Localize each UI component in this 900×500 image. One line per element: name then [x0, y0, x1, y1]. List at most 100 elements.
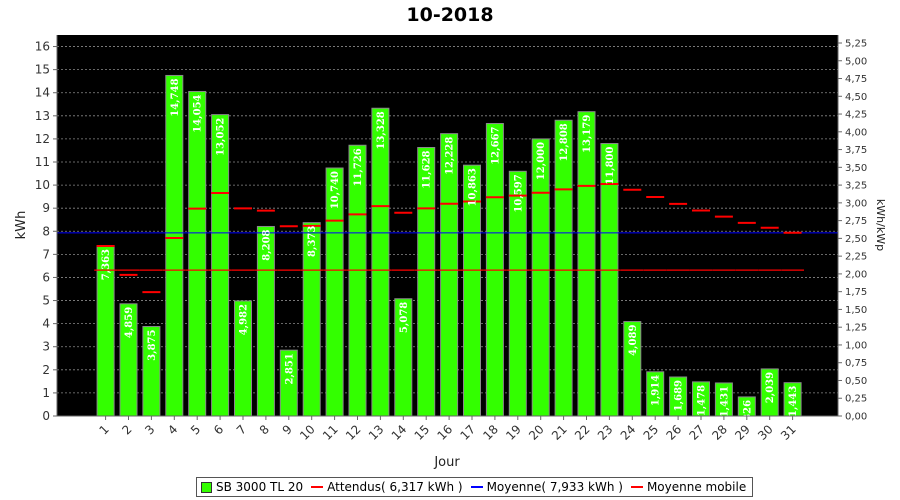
y2-tick-label: 3,50	[845, 163, 867, 174]
x-tick-label: 20	[526, 422, 547, 443]
x-tick-label: 3	[142, 422, 157, 437]
bar	[440, 133, 459, 417]
data-label: 11,800	[605, 146, 616, 184]
bar	[165, 74, 184, 417]
data-label: 2,851	[284, 353, 295, 384]
y-tick-label: 12	[35, 132, 50, 146]
y2-tick-label: 1,00	[845, 340, 867, 351]
data-label: 1,431	[719, 386, 730, 417]
data-label: 13,179	[582, 115, 593, 153]
data-label: 8,208	[261, 229, 272, 260]
y-tick-label: 7	[42, 247, 50, 261]
data-label: 8,373	[307, 226, 318, 257]
data-label: 5,078	[399, 302, 410, 333]
x-tick-label: 30	[755, 422, 776, 443]
y-tick-label: 2	[42, 363, 50, 377]
chart-title: 10-2018	[406, 4, 493, 26]
y-tick-label: 1	[42, 386, 50, 400]
data-label: 4,089	[628, 325, 639, 356]
x-tick-label: 17	[457, 422, 478, 443]
y-tick-label: 8	[42, 224, 50, 238]
x-tick-label: 21	[549, 422, 570, 443]
data-label: 4,859	[124, 307, 135, 338]
legend-swatch-moving-average	[630, 486, 643, 488]
x-tick-label: 6	[211, 422, 226, 437]
data-label: 12,667	[490, 126, 501, 164]
x-tick-label: 22	[572, 422, 593, 443]
data-label: 10,863	[468, 168, 479, 206]
y2-tick-label: 0,50	[845, 376, 867, 387]
x-tick-label: 4	[165, 422, 180, 437]
x-tick-label: 2	[119, 422, 134, 437]
x-tick-label: 5	[188, 422, 203, 437]
data-label: 7,363	[101, 249, 112, 280]
y2-tick-label: 5,25	[845, 38, 867, 49]
data-label: 1,689	[674, 380, 685, 411]
data-label: 13,052	[216, 118, 227, 156]
x-tick-label: 16	[435, 422, 456, 443]
y2-tick-label: 2,00	[845, 269, 867, 280]
y-tick-label: 16	[35, 40, 50, 54]
y-tick-label: 5	[42, 294, 50, 308]
data-label: 2,039	[765, 372, 776, 403]
y-tick-label: 14	[35, 86, 50, 100]
x-tick-label: 11	[320, 422, 341, 443]
x-tick-label: 7	[234, 422, 249, 437]
y2-tick-label: 0,00	[845, 412, 867, 423]
x-tick-label: 18	[480, 422, 501, 443]
legend: SB 3000 TL 20 Attendus( 6,317 kWh ) Moye…	[196, 477, 754, 497]
x-tick-label: 24	[618, 422, 639, 443]
y2-axis-ticks: 0,00 0,25 0,50 0,75 1,00 1,25 1,50 1,75 2,00 2,25…	[838, 38, 867, 423]
data-labels: 7,363 4,859 3,875 14,748 14,054 13,052 4,982 8,…	[101, 78, 799, 431]
legend-label-production: SB 3000 TL 20	[216, 480, 304, 494]
x-tick-label: 14	[389, 422, 410, 443]
y2-tick-label: 3,25	[845, 181, 867, 192]
x-tick-label: 10	[297, 422, 318, 443]
x-tick-label: 13	[366, 422, 387, 443]
y-tick-label: 13	[35, 109, 50, 123]
y2-tick-label: 4,00	[845, 127, 867, 138]
y-tick-label: 9	[42, 201, 50, 215]
y-tick-label: 15	[35, 63, 50, 77]
legend-swatch-average	[470, 486, 483, 488]
x-tick-label: 27	[686, 422, 707, 443]
x-tick-label: 12	[343, 422, 364, 443]
data-label: 10,597	[513, 174, 524, 212]
y-tick-label: 10	[35, 178, 50, 192]
y2-tick-label: 1,50	[845, 305, 867, 316]
y2-tick-label: 1,75	[845, 287, 867, 298]
data-label: 1,478	[697, 385, 708, 416]
x-tick-label: 9	[280, 422, 295, 437]
y2-tick-label: 0,75	[845, 358, 867, 369]
x-tick-label: 28	[709, 422, 730, 443]
x-tick-label: 15	[412, 422, 433, 443]
data-label: 11,726	[353, 148, 364, 186]
y2-tick-label: 4,75	[845, 74, 867, 85]
data-label: 12,228	[445, 137, 456, 175]
x-tick-label: 31	[778, 422, 799, 443]
y2-tick-label: 3,75	[845, 145, 867, 156]
y2-axis-label: kWh/kWp	[874, 199, 887, 251]
y2-tick-label: 5,00	[845, 56, 867, 67]
y2-tick-label: 2,50	[845, 234, 867, 245]
data-label: 14,054	[193, 94, 204, 132]
data-label: 1,914	[651, 375, 662, 406]
x-tick-label: 8	[257, 422, 272, 437]
bar	[577, 111, 596, 417]
y-tick-label: 6	[42, 270, 50, 284]
legend-item-expected: Attendus( 6,317 kWh )	[311, 480, 463, 494]
y-tick-label: 4	[42, 317, 50, 331]
legend-item-moving-average: Moyenne mobile	[630, 480, 746, 494]
y2-tick-label: 1,25	[845, 323, 867, 334]
y2-tick-label: 2,75	[845, 216, 867, 227]
legend-swatch-expected	[311, 486, 324, 488]
x-tick-label: 19	[503, 422, 524, 443]
data-label: 12,000	[536, 142, 547, 180]
y-tick-label: 0	[42, 409, 50, 423]
bar	[554, 119, 573, 417]
data-label: 1,443	[788, 386, 799, 417]
x-tick-label: 25	[641, 422, 662, 443]
legend-label-expected: Attendus( 6,317 kWh )	[327, 480, 463, 494]
data-label: 4,982	[239, 304, 250, 335]
y2-tick-label: 4,25	[845, 110, 867, 121]
